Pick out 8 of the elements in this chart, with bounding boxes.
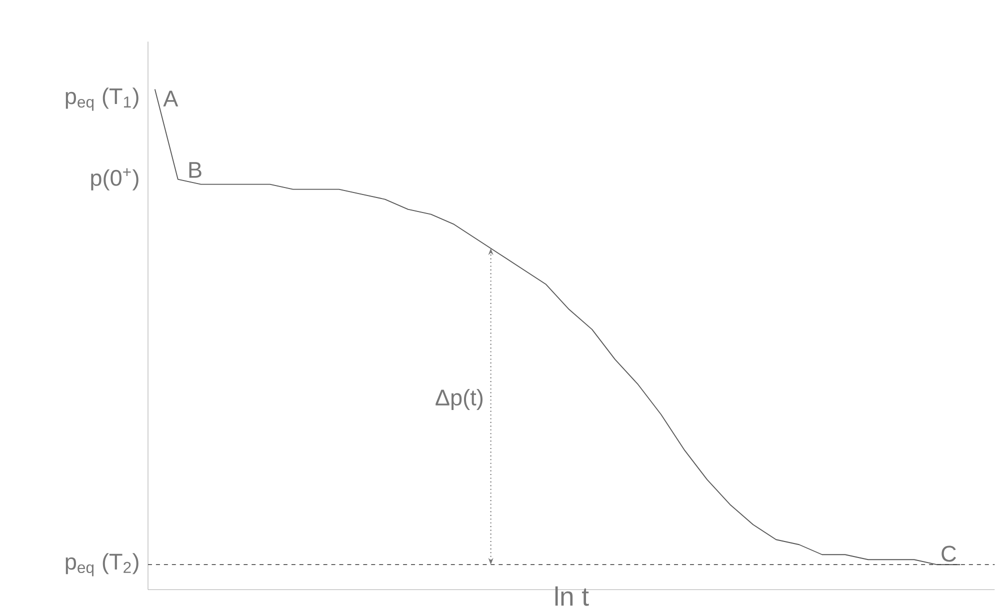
annotation: A [163, 90, 178, 106]
annotation: Δp(t) [436, 388, 483, 410]
annotation: C [942, 546, 956, 562]
ref-line-label: p$_{eq}$ (T$_{2}$) [66, 553, 138, 576]
text: p$_{eq}$ (T$_{1}$) [66, 88, 138, 111]
x-axis-title: ln t [555, 586, 589, 606]
text: p(0$^{+}$) [91, 168, 138, 190]
annotation: B [189, 162, 202, 178]
